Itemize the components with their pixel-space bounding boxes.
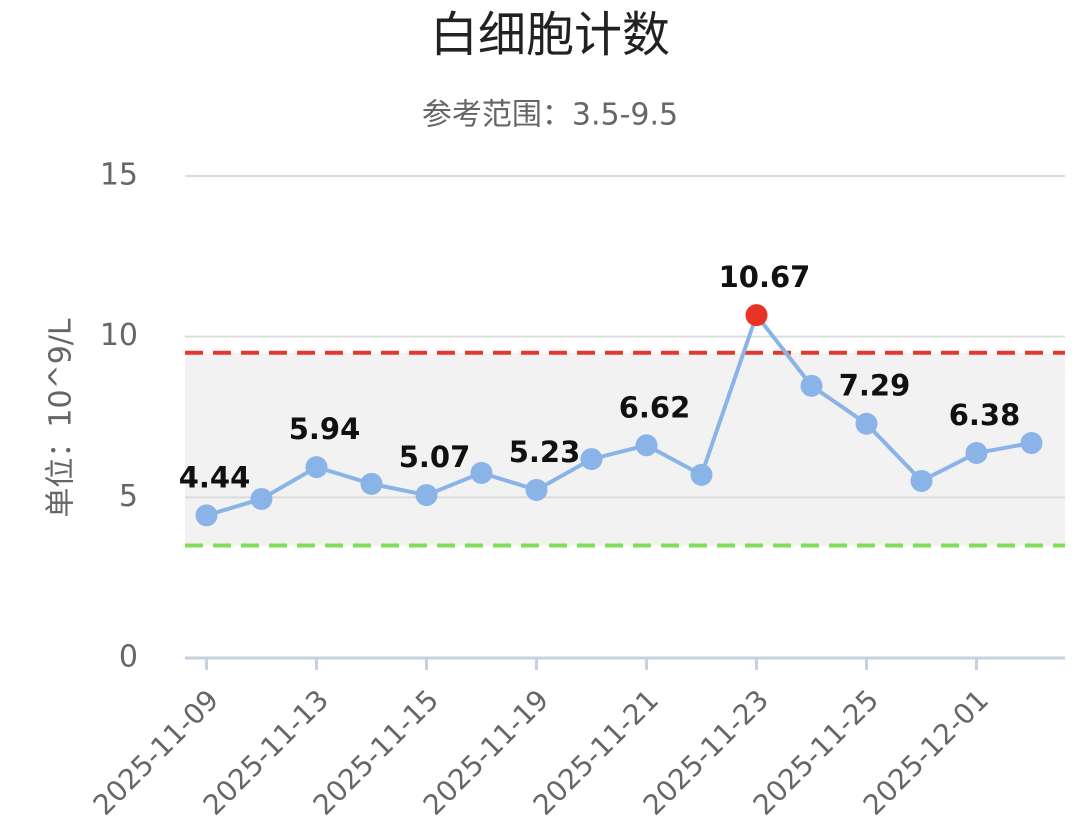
- data-point: [305, 456, 328, 479]
- value-label: 6.38: [949, 398, 1021, 432]
- value-label: 5.94: [289, 412, 361, 446]
- data-point: [1020, 432, 1043, 455]
- data-point: [855, 412, 878, 435]
- chart-subtitle: 参考范围：3.5-9.5: [422, 98, 678, 133]
- data-point: [635, 434, 658, 457]
- data-point: [195, 504, 218, 527]
- value-label: 6.62: [619, 390, 691, 424]
- chart-title: 白细胞计数: [430, 7, 670, 63]
- y-axis-label: 单位：10^9/L: [44, 318, 79, 518]
- data-point: [800, 374, 823, 397]
- data-point: [470, 461, 493, 484]
- data-point: [745, 304, 768, 327]
- value-label: 7.29: [839, 369, 911, 403]
- value-label: 5.23: [509, 435, 581, 469]
- y-tick-label: 5: [119, 479, 138, 514]
- series-line: [205, 310, 1032, 518]
- value-label: 4.44: [179, 460, 251, 494]
- y-tick-label: 0: [119, 640, 138, 675]
- y-tick-label: 10: [100, 318, 138, 353]
- value-label: 10.67: [719, 260, 811, 294]
- value-label: 5.07: [399, 440, 471, 474]
- data-point: [965, 441, 988, 464]
- data-point: [910, 469, 933, 492]
- data-point: [360, 472, 383, 495]
- data-point: [525, 478, 548, 501]
- data-point: [415, 484, 438, 507]
- y-tick-label: 15: [100, 158, 138, 193]
- data-point: [690, 463, 713, 486]
- data-point: [580, 448, 603, 471]
- data-point: [250, 487, 273, 510]
